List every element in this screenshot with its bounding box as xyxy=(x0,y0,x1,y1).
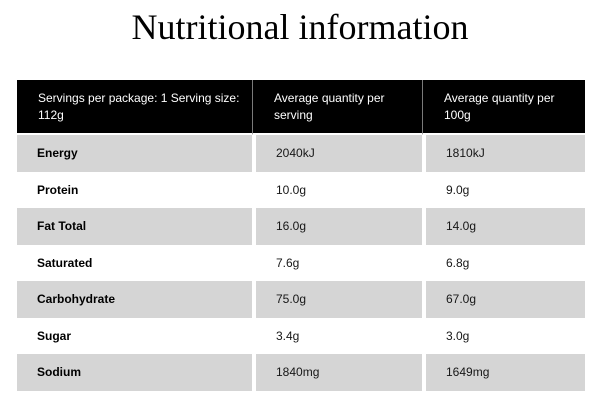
nutrient-label: Carbohydrate xyxy=(17,281,252,318)
per-serving-value: 2040kJ xyxy=(252,135,422,172)
table-row-energy: Energy 2040kJ 1810kJ xyxy=(17,135,585,172)
per-100g-value: 67.0g xyxy=(422,281,585,318)
table-row-sugar: Sugar 3.4g 3.0g xyxy=(17,317,585,354)
per-serving-value: 3.4g xyxy=(252,317,422,354)
header-per-serving: Average quantity per serving xyxy=(252,80,422,135)
header-row: Servings per package: 1 Serving size: 11… xyxy=(17,80,585,135)
nutrient-label: Saturated xyxy=(17,244,252,281)
per-serving-value: 7.6g xyxy=(252,244,422,281)
table-row-carbohydrate: Carbohydrate 75.0g 67.0g xyxy=(17,281,585,318)
header-serving-info-line1: Servings per package: 1 Serving size: xyxy=(38,90,240,105)
header-per-100g-line1: Average quantity per xyxy=(444,90,555,105)
table-row-protein: Protein 10.0g 9.0g xyxy=(17,171,585,208)
header-per-serving-line2: serving xyxy=(274,107,313,122)
per-100g-value: 6.8g xyxy=(422,244,585,281)
header-per-100g-line2: 100g xyxy=(444,107,471,122)
per-100g-value: 9.0g xyxy=(422,171,585,208)
per-100g-value: 1810kJ xyxy=(422,135,585,172)
table-row-saturated: Saturated 7.6g 6.8g xyxy=(17,244,585,281)
page-title: Nutritional information xyxy=(131,7,469,47)
table-row-sodium: Sodium 1840mg 1649mg xyxy=(17,354,585,391)
table-row-fat-total: Fat Total 16.0g 14.0g xyxy=(17,208,585,245)
header-per-serving-line1: Average quantity per xyxy=(274,90,385,105)
nutrient-label: Energy xyxy=(17,135,252,172)
table-body: Energy 2040kJ 1810kJ Protein 10.0g 9.0g … xyxy=(17,135,585,391)
table-header: Servings per package: 1 Serving size: 11… xyxy=(17,80,585,135)
nutrient-label: Sodium xyxy=(17,354,252,391)
per-serving-value: 75.0g xyxy=(252,281,422,318)
per-serving-value: 1840mg xyxy=(252,354,422,391)
header-serving-info-line2: 112g xyxy=(38,107,64,122)
nutrient-label: Sugar xyxy=(17,317,252,354)
per-100g-value: 1649mg xyxy=(422,354,585,391)
per-100g-value: 3.0g xyxy=(422,317,585,354)
per-serving-value: 10.0g xyxy=(252,171,422,208)
header-serving-info: Servings per package: 1 Serving size: 11… xyxy=(17,80,252,135)
per-serving-value: 16.0g xyxy=(252,208,422,245)
nutrition-table: Servings per package: 1 Serving size: 11… xyxy=(17,80,585,391)
nutrient-label: Fat Total xyxy=(17,208,252,245)
header-per-100g: Average quantity per 100g xyxy=(422,80,585,135)
nutrient-label: Protein xyxy=(17,171,252,208)
per-100g-value: 14.0g xyxy=(422,208,585,245)
